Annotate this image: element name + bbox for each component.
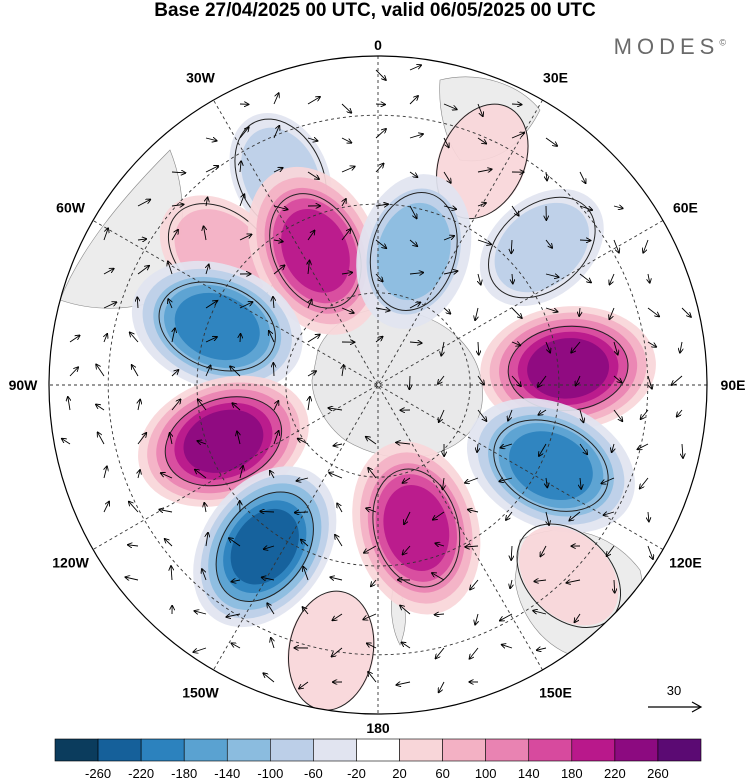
colorbar-tick-label: 220 <box>604 766 626 781</box>
longitude-label-90e: 90E <box>721 377 746 393</box>
map-boundary <box>48 55 708 715</box>
colorbar-tick-label: -100 <box>257 766 283 781</box>
colorbar-tick-label: 60 <box>435 766 449 781</box>
longitude-label-120w: 120W <box>52 555 89 571</box>
map-disc <box>49 56 707 714</box>
map-title: Base 27/04/2025 00 UTC, valid 06/05/2025… <box>154 0 596 21</box>
colorbar-tick-label: 140 <box>518 766 540 781</box>
longitude-label-30e: 30E <box>543 70 568 86</box>
anomaly-center-5 <box>479 189 604 307</box>
colorbar-tick-label: -220 <box>128 766 154 781</box>
longitude-label-150w: 150W <box>182 684 219 700</box>
colorbar-swatch <box>97 738 142 762</box>
colorbar-tick-label: 180 <box>561 766 583 781</box>
colorbar-swatch <box>226 738 271 762</box>
anomaly-center-9 <box>466 398 635 534</box>
longitude-label-30w: 30W <box>186 70 216 86</box>
longitude-label-0: 0 <box>374 37 382 53</box>
colorbar <box>54 738 702 762</box>
colorbar-swatch <box>528 738 573 762</box>
longitude-labels: 0 30E 60E 90E 120E 150E 180 150W 120W 90W 60W 30W <box>9 37 746 736</box>
colorbar-tick-label: -140 <box>214 766 240 781</box>
colorbar-swatch <box>313 738 357 762</box>
colorbar-swatch <box>183 738 228 762</box>
colorbar-tick-label: 260 <box>647 766 669 781</box>
longitude-label-60w: 60W <box>56 200 86 216</box>
colorbar-tick-label: -60 <box>304 766 323 781</box>
anomaly-center-7 <box>480 306 656 431</box>
colorbar-swatch <box>657 738 702 762</box>
longitude-label-180: 180 <box>366 720 390 736</box>
longitude-label-90w: 90W <box>9 377 39 393</box>
brand-text: MODES <box>613 34 720 59</box>
colorbar-swatch <box>442 738 486 762</box>
colorbar-tick-label: -260 <box>85 766 111 781</box>
colorbar-tick-label: -180 <box>171 766 197 781</box>
colorbar-swatch <box>270 738 314 762</box>
colorbar-swatch <box>571 738 616 762</box>
anomaly-fields <box>131 103 656 711</box>
colorbar-tick-label: 100 <box>475 766 497 781</box>
wind-reference-label: 30 <box>667 683 681 698</box>
graticule <box>49 56 707 714</box>
colorbar-swatch <box>140 738 185 762</box>
colorbar-swatch <box>614 738 659 762</box>
colorbar-tick-label: 20 <box>392 766 406 781</box>
colorbar-swatch <box>356 738 400 762</box>
colorbar-swatch <box>54 738 99 762</box>
wind-vectors <box>62 65 691 692</box>
anomaly-center-3 <box>248 166 383 335</box>
colorbar-swatch <box>399 738 443 762</box>
longitude-label-60e: 60E <box>673 200 698 216</box>
longitude-label-120e: 120E <box>669 555 702 571</box>
colorbar-tick-label: -20 <box>347 766 366 781</box>
colorbar-swatch <box>485 738 530 762</box>
wind-reference-arrow <box>648 701 703 713</box>
colorbar-ticks: -260 -220 -180 -140 -100 -60 -20 20 60 100 140 180 2… <box>85 766 669 781</box>
longitude-label-150e: 150E <box>539 684 572 700</box>
modes-logo: MODES© <box>614 34 726 60</box>
copyright-mark: © <box>719 37 726 48</box>
anomaly-center-11 <box>352 441 481 615</box>
